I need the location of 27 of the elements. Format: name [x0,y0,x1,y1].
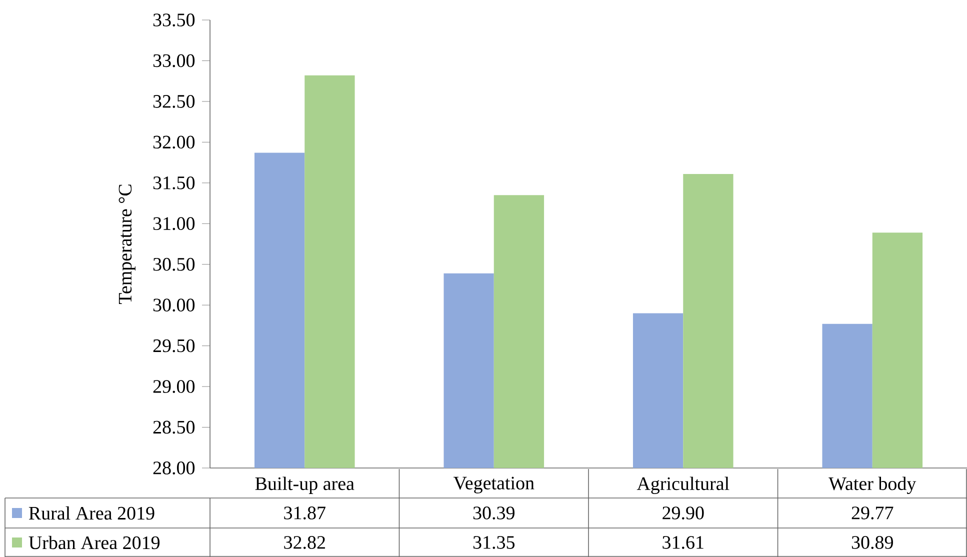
y-tick-label: 31.50 [153,176,195,190]
data-label: 31.61 [662,536,704,549]
x-tick-label: Agricultural [636,476,730,494]
y-axis-title: Temperature °C [118,184,136,304]
y-tick-label: 33.50 [153,14,195,26]
y-tick-label: 33.00 [153,54,195,68]
y-tick-label: 30.00 [153,298,195,312]
y-tick-label: 32.50 [153,94,195,108]
y-tick-label: 31.00 [153,217,195,230]
data-label: 31.35 [473,536,515,549]
legend-label: Urban Area 2019 [28,536,160,550]
data-label: 31.87 [284,506,326,520]
data-label: 30.39 [473,506,514,520]
legend-label: Rural Area 2019 [28,506,154,520]
y-tick-label: 32.00 [153,136,195,149]
y-tick-label: 28.50 [153,420,195,434]
y-tick-label: 28.00 [153,462,195,474]
y-tick-label: 29.00 [153,380,195,394]
data-label: 29.77 [852,506,894,520]
x-tick-label: Vegetation [453,476,534,494]
y-tick-label: 30.50 [153,258,195,271]
x-tick-label: Water body [828,476,916,494]
x-tick-label: Built-up area [255,476,354,494]
data-label: 29.90 [662,506,704,520]
data-label: 30.89 [852,536,893,549]
y-tick-label: 29.50 [153,339,195,352]
data-label: 32.82 [284,536,325,549]
